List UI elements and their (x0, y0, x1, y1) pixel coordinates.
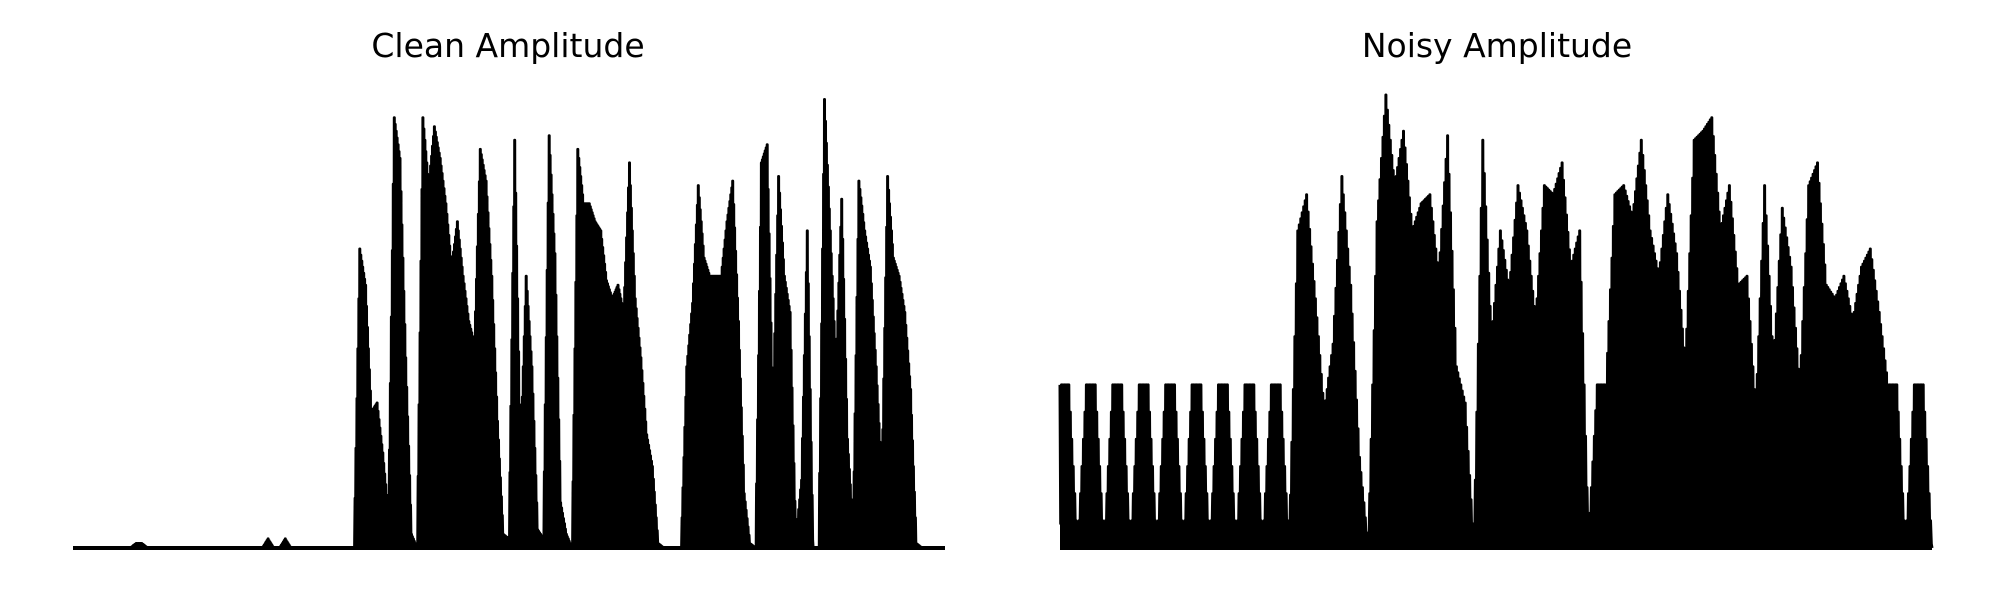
amplitude-series-line-0-0 (72, 98, 946, 550)
chart-title-clean: Clean Amplitude (371, 26, 645, 65)
chart-title-noisy: Noisy Amplitude (1361, 26, 1633, 65)
amplitude-series-line-1-0 (1058, 93, 1934, 550)
plot-noisy-amplitude (1058, 93, 1934, 550)
plot-clean-amplitude (72, 98, 946, 550)
